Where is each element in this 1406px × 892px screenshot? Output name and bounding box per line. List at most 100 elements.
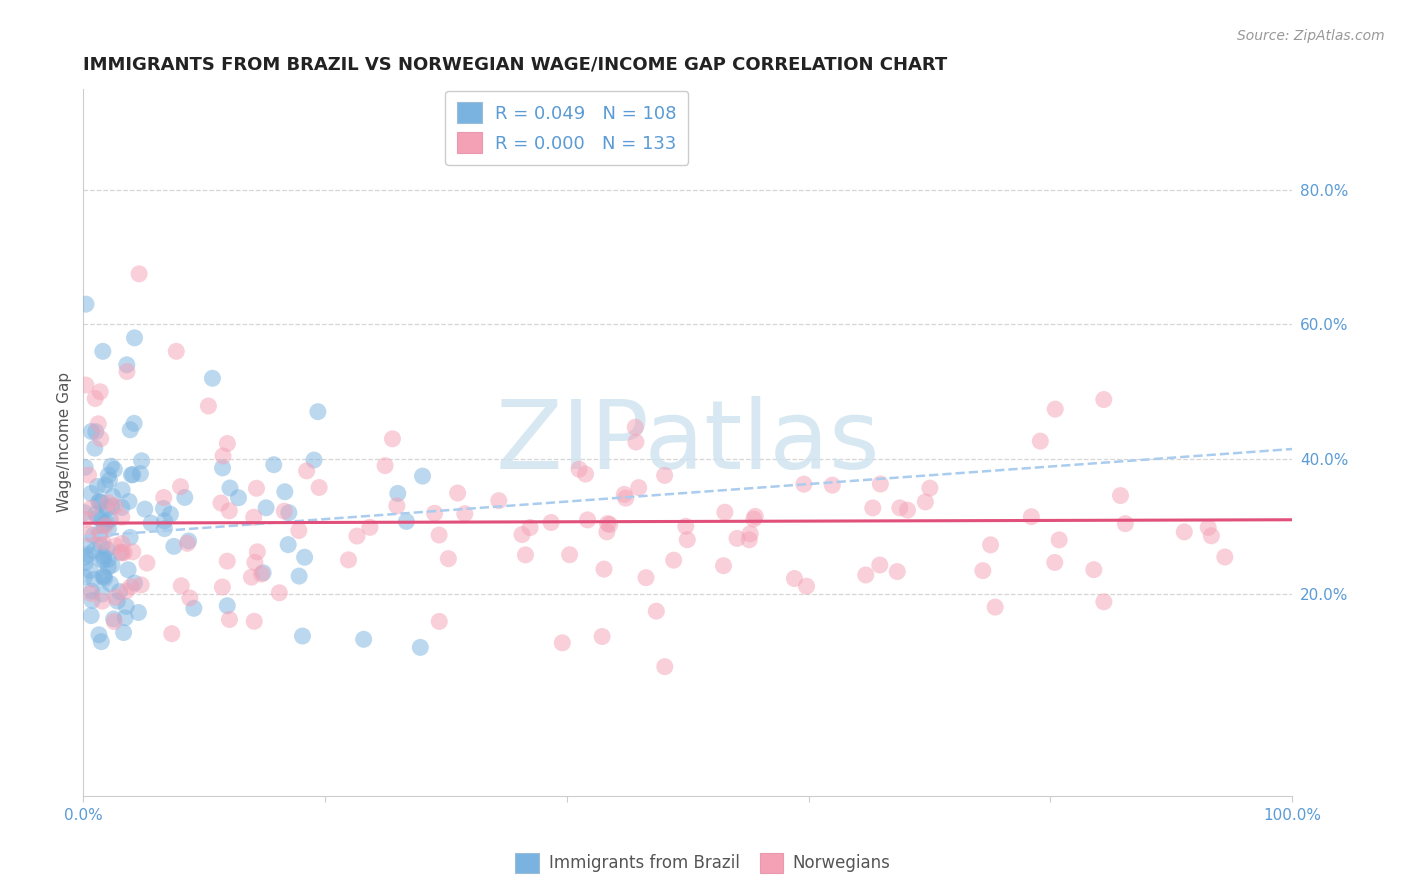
Point xyxy=(152,501,174,516)
Legend: R = 0.049   N = 108, R = 0.000   N = 133: R = 0.049 N = 108, R = 0.000 N = 133 xyxy=(446,91,688,165)
Point xyxy=(240,570,263,584)
Point xyxy=(139,516,162,531)
Point xyxy=(796,579,818,593)
Point xyxy=(1029,434,1052,449)
Point xyxy=(744,509,766,524)
Point xyxy=(387,486,409,500)
Point xyxy=(91,344,114,359)
Point xyxy=(645,604,668,618)
Point xyxy=(821,478,844,492)
Point xyxy=(82,593,104,607)
Point xyxy=(98,512,121,526)
Point xyxy=(103,462,125,476)
Point xyxy=(91,495,114,509)
Point xyxy=(627,481,650,495)
Point xyxy=(170,579,193,593)
Point xyxy=(1197,520,1219,534)
Point xyxy=(218,504,240,518)
Point xyxy=(179,591,201,605)
Point xyxy=(254,500,277,515)
Point xyxy=(613,487,636,501)
Point xyxy=(1092,392,1115,407)
Point xyxy=(80,425,103,439)
Point xyxy=(1047,533,1070,547)
Point xyxy=(115,599,138,614)
Legend: Immigrants from Brazil, Norwegians: Immigrants from Brazil, Norwegians xyxy=(509,847,897,880)
Point xyxy=(111,483,134,497)
Point xyxy=(551,636,574,650)
Point xyxy=(80,608,103,623)
Point xyxy=(409,640,432,655)
Point xyxy=(80,501,103,516)
Point xyxy=(862,500,884,515)
Point xyxy=(437,551,460,566)
Point xyxy=(1173,524,1195,539)
Point xyxy=(90,512,112,526)
Point xyxy=(127,606,149,620)
Point xyxy=(654,468,676,483)
Point xyxy=(211,580,233,594)
Point xyxy=(242,510,264,524)
Point xyxy=(855,568,877,582)
Point xyxy=(111,510,134,524)
Point xyxy=(591,630,613,644)
Point xyxy=(346,529,368,543)
Point xyxy=(73,506,96,520)
Point xyxy=(120,467,142,482)
Point xyxy=(94,516,117,530)
Point xyxy=(169,480,191,494)
Point xyxy=(159,507,181,521)
Point xyxy=(129,578,152,592)
Point xyxy=(104,591,127,605)
Point xyxy=(87,527,110,541)
Point xyxy=(423,506,446,520)
Point xyxy=(574,467,596,481)
Point xyxy=(596,524,619,539)
Point xyxy=(79,564,101,578)
Point xyxy=(83,441,105,455)
Point xyxy=(76,539,98,553)
Point xyxy=(488,493,510,508)
Point xyxy=(246,545,269,559)
Point xyxy=(97,522,120,536)
Point xyxy=(100,459,122,474)
Point xyxy=(662,553,685,567)
Point xyxy=(1092,595,1115,609)
Point xyxy=(446,486,468,500)
Point xyxy=(111,536,134,550)
Point xyxy=(288,569,311,583)
Point xyxy=(337,553,360,567)
Point xyxy=(100,576,122,591)
Point xyxy=(87,417,110,431)
Point xyxy=(197,399,219,413)
Point xyxy=(972,564,994,578)
Point xyxy=(614,491,637,506)
Point xyxy=(211,461,233,475)
Point xyxy=(596,516,619,531)
Point xyxy=(153,514,176,528)
Point xyxy=(75,460,97,475)
Point xyxy=(90,553,112,567)
Point xyxy=(243,555,266,569)
Point xyxy=(93,571,115,585)
Point xyxy=(245,481,267,495)
Point xyxy=(918,481,941,495)
Point xyxy=(359,520,381,534)
Point xyxy=(90,634,112,648)
Point xyxy=(1043,556,1066,570)
Point xyxy=(91,535,114,549)
Point xyxy=(228,491,250,505)
Point xyxy=(77,468,100,483)
Point xyxy=(427,615,450,629)
Point xyxy=(914,495,936,509)
Point xyxy=(515,548,537,562)
Point xyxy=(742,512,765,526)
Point xyxy=(624,435,647,450)
Point xyxy=(89,495,111,509)
Point xyxy=(395,515,418,529)
Point xyxy=(87,495,110,509)
Point xyxy=(97,560,120,574)
Point xyxy=(103,615,125,629)
Point xyxy=(676,533,699,547)
Point xyxy=(654,659,676,673)
